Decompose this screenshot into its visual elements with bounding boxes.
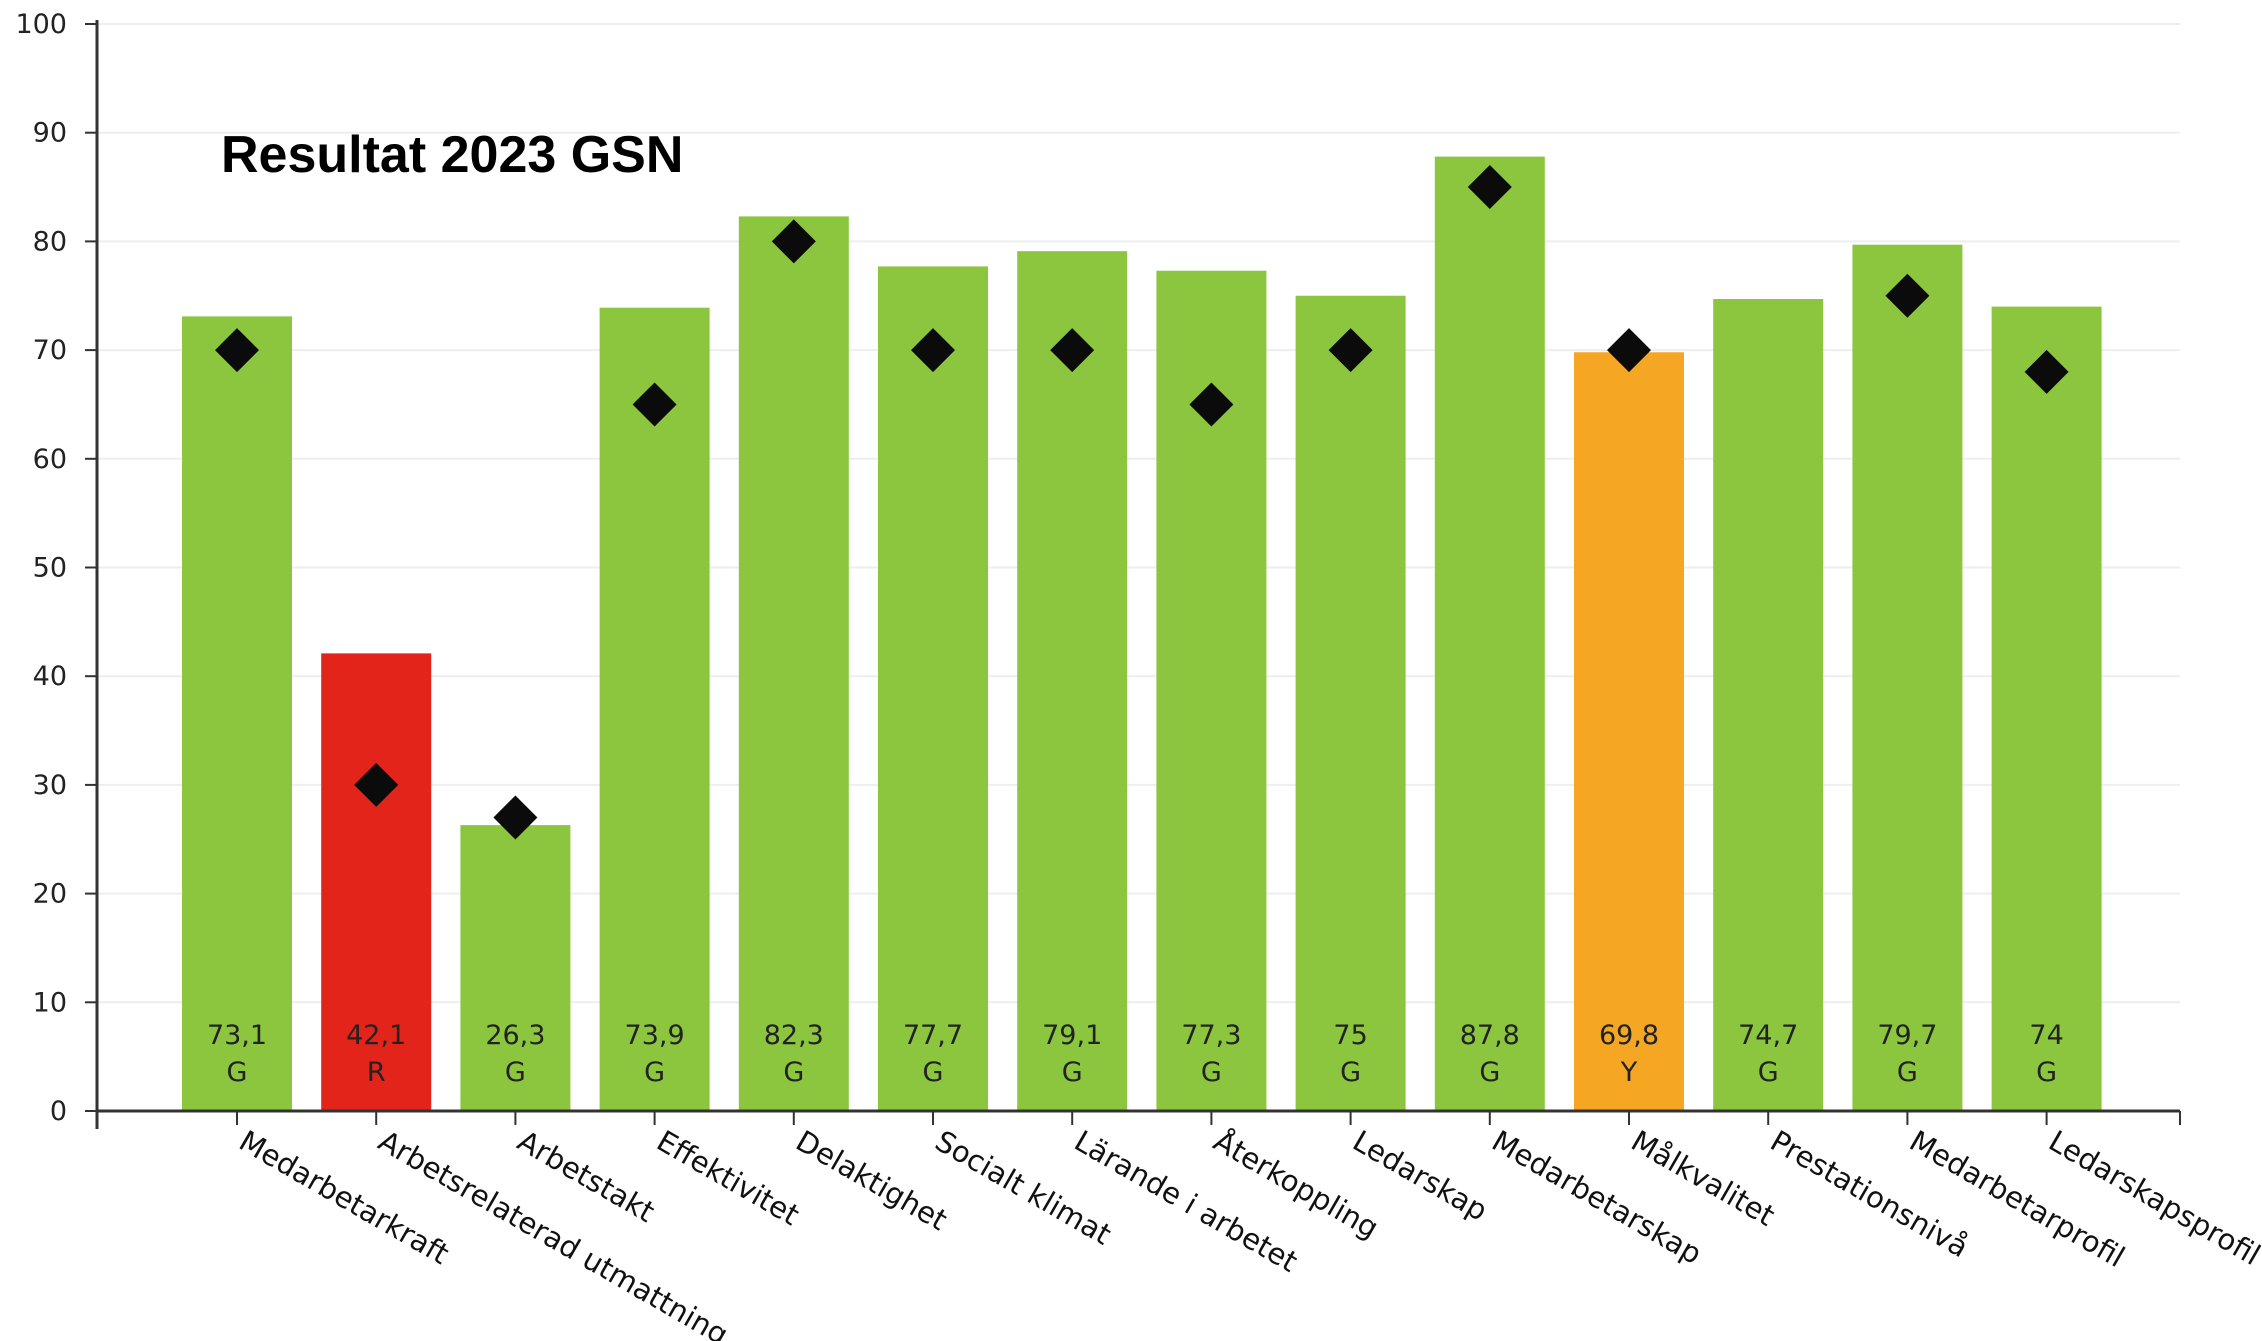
bar-status-label: Y <box>1620 1057 1638 1088</box>
marker-diamond <box>354 762 399 807</box>
marker-diamond <box>771 219 816 264</box>
x-category-label: Effektivitet <box>651 1124 805 1233</box>
marker-diamond <box>493 795 538 840</box>
bar-7 <box>1017 251 1128 1112</box>
x-category-label: Delaktighet <box>790 1124 953 1238</box>
bar-value-label: 87,8 <box>1460 1020 1520 1051</box>
bar-1 <box>182 316 292 1111</box>
marker-diamond <box>215 328 259 373</box>
gridlines <box>97 23 2180 1004</box>
bar-status-label: G <box>1479 1057 1500 1088</box>
bar-value-label: 42,1 <box>346 1020 406 1051</box>
bar-value-label: 79,1 <box>1042 1020 1102 1051</box>
bar-9 <box>1295 295 1406 1111</box>
x-category-label: Lärande i arbetet <box>1069 1124 1304 1279</box>
bar-status-label: G <box>505 1057 526 1088</box>
bar-value-label: 26,3 <box>485 1020 545 1051</box>
bar-12 <box>1713 299 1824 1111</box>
marker-diamond <box>632 382 677 427</box>
bar-status-label: G <box>923 1057 944 1088</box>
y-tick-label: 40 <box>33 661 67 692</box>
bar-status-label: G <box>1062 1057 1083 1088</box>
bar-value-label: 69,8 <box>1599 1020 1659 1051</box>
bar-status-label: R <box>367 1057 386 1088</box>
bar-value-label: 73,1 <box>207 1020 267 1051</box>
bar-10 <box>1434 156 1545 1111</box>
markers <box>215 165 2069 840</box>
marker-diamond <box>2024 349 2069 394</box>
bar-13 <box>1852 244 1963 1111</box>
y-tick-label: 10 <box>33 987 67 1018</box>
y-tick-label: 100 <box>15 9 67 40</box>
bar-status-label: G <box>1758 1057 1779 1088</box>
bar-5 <box>738 216 849 1112</box>
bar-4 <box>599 307 710 1111</box>
bar-status-label: G <box>1201 1057 1222 1088</box>
bar-value-label: 77,3 <box>1181 1020 1241 1051</box>
bar-value-label: 75 <box>1333 1020 1367 1051</box>
marker-diamond <box>1885 273 1930 318</box>
bar-14 <box>1991 306 2102 1111</box>
bar-value-label: 82,3 <box>764 1020 824 1051</box>
bar-status-label: G <box>227 1057 248 1088</box>
marker-diamond <box>1607 328 1651 373</box>
marker-diamond <box>1467 165 1512 210</box>
marker-diamond <box>1050 328 1095 373</box>
bar-value-label: 73,9 <box>625 1020 685 1051</box>
bar-value-label: 74,7 <box>1738 1020 1798 1051</box>
y-tick-label: 50 <box>33 553 67 584</box>
bar-value-label: 74 <box>2029 1020 2063 1051</box>
chart-title: Resultat 2023 GSN <box>221 126 683 184</box>
bar-status-label: G <box>644 1057 665 1088</box>
bar-status-label: G <box>1340 1057 1361 1088</box>
bar-status-label: G <box>783 1057 804 1088</box>
axes <box>85 20 2181 1129</box>
y-tick-label: 30 <box>33 770 67 801</box>
bar-value-label: 77,7 <box>903 1020 963 1051</box>
y-tick-label: 90 <box>33 118 67 149</box>
marker-diamond <box>911 328 955 373</box>
y-tick-label: 60 <box>33 444 67 475</box>
bar-status-label: G <box>1897 1057 1918 1088</box>
bar-3 <box>460 825 571 1111</box>
marker-diamond <box>1328 328 1373 373</box>
y-tick-label: 70 <box>33 335 67 366</box>
bar-status-label: G <box>2036 1057 2057 1088</box>
bars <box>182 156 2102 1112</box>
bar-2 <box>321 653 432 1111</box>
y-tick-label: 0 <box>50 1096 67 1127</box>
marker-diamond <box>1189 382 1234 427</box>
bar-6 <box>878 266 988 1111</box>
y-tick-label: 20 <box>33 879 67 910</box>
bar-value-label: 79,7 <box>1877 1020 1937 1051</box>
y-tick-label: 80 <box>33 226 67 257</box>
bar-11 <box>1574 352 1684 1111</box>
